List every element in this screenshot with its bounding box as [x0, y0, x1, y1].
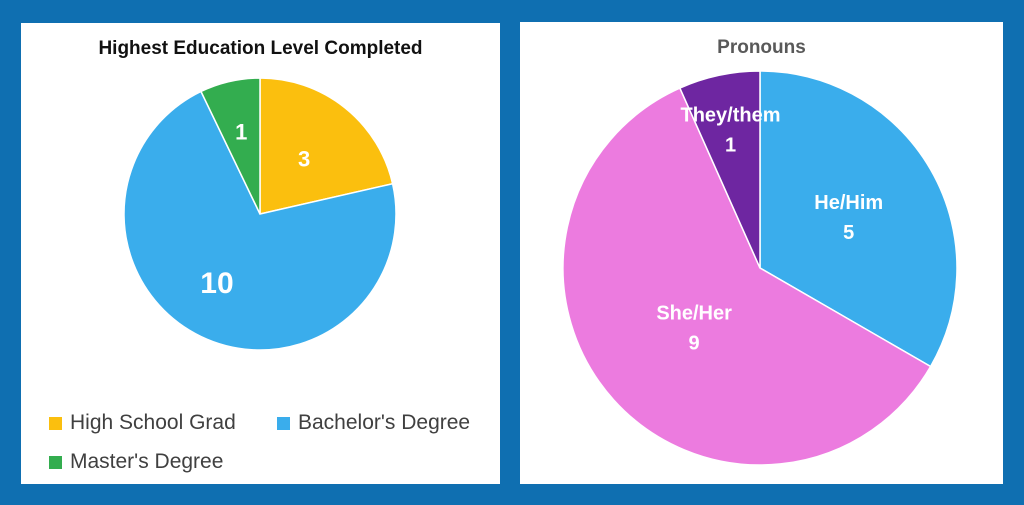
- pie-slice-bachelor-s-degree: [123, 90, 397, 351]
- data-label-master-s-degree: 1: [235, 119, 247, 144]
- pie-chart-pronouns: He/Him 5 She/Her 9 They/them 1: [562, 70, 958, 466]
- pie-slice-master-s-degree: [199, 77, 261, 215]
- chart-title: Highest Education Level Completed: [98, 38, 423, 59]
- pie-slice-she-her: [562, 87, 932, 466]
- data-label-they-them: They/them 1: [680, 104, 780, 156]
- data-label-she-her: She/Her 9: [656, 302, 732, 354]
- data-label-high-school-grad: 3: [298, 146, 310, 171]
- pie-slice-he-him: [759, 70, 958, 368]
- pie-slice-they-them: [678, 70, 761, 269]
- chart-panel-education: Highest Education Level Completed 3 10 1 H…: [21, 23, 500, 484]
- pie-slice-high-school-grad: [259, 77, 394, 215]
- chart-panel-pronouns: Pronouns He/Him 5 She/Her 9 They/them 1: [520, 22, 1003, 484]
- chart-title: Pronouns: [717, 37, 806, 58]
- data-label-bachelor-s-degree: 10: [200, 267, 233, 300]
- pie-chart-education: 3 10 1: [123, 77, 397, 351]
- data-label-he-him: He/Him 5: [814, 192, 883, 244]
